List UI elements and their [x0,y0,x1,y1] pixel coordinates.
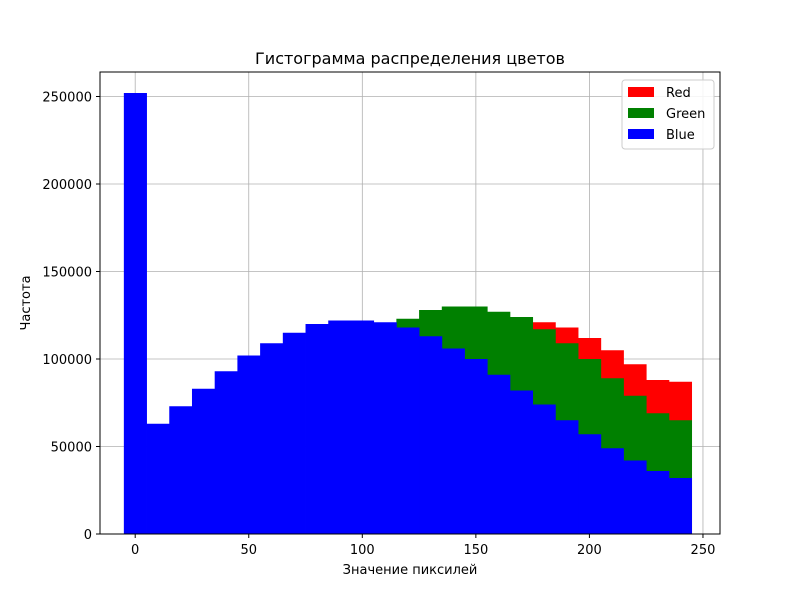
x-tick-label: 50 [240,543,257,558]
x-tick-label: 250 [691,543,716,558]
x-tick-label: 200 [577,543,602,558]
y-axis-label: Частота [19,275,34,330]
blue-bar [464,359,488,534]
legend-swatch-green [628,108,654,118]
y-tick-label: 50000 [51,441,92,456]
y-tick-label: 0 [84,528,92,543]
blue-bar [169,406,193,534]
bars-layer [123,93,693,534]
blue-bar [623,460,647,534]
axis-ticks: 0 50 100 150 200 250 0 50000 100000 150000 200000 2… [42,91,715,559]
blue-bar [373,322,397,534]
legend-swatch-red [628,87,654,97]
blue-bar [328,320,352,534]
x-tick-label: 0 [131,543,139,558]
blue-bar [282,332,306,534]
y-tick-label: 250000 [42,91,92,106]
blue-bar [578,434,602,534]
blue-bar [600,448,624,534]
legend-label-green: Green [666,107,705,122]
chart-title: Гистограмма распределения цветов [255,49,565,68]
x-tick-label: 100 [350,543,375,558]
legend-label-blue: Blue [666,128,695,143]
y-tick-label: 200000 [42,178,92,193]
blue-bar [214,371,238,534]
blue-bar [419,336,443,534]
blue-bar [396,327,420,534]
x-tick-label: 150 [463,543,488,558]
blue-bar [668,478,693,534]
blue-bar [555,420,579,534]
legend-swatch-blue [628,129,654,139]
blue-bar [646,471,670,534]
plot-frame [99,71,721,535]
blue-bar [350,320,375,534]
legend-label-red: Red [666,86,691,101]
blue-bar [441,348,465,534]
blue-bar [305,324,329,534]
blue-bar [146,423,170,534]
blue-bar [260,343,284,534]
blue-bar [191,388,216,534]
blue-bar [123,93,147,534]
blue-bar [237,355,261,534]
x-axis-label: Значение пиксилей [343,563,478,578]
y-tick-label: 100000 [42,353,92,368]
y-tick-label: 150000 [42,266,92,281]
blue-bar [532,404,556,534]
blue-bar [487,374,511,534]
blue-bar [509,390,534,534]
legend: Red Green Blue [621,79,715,150]
